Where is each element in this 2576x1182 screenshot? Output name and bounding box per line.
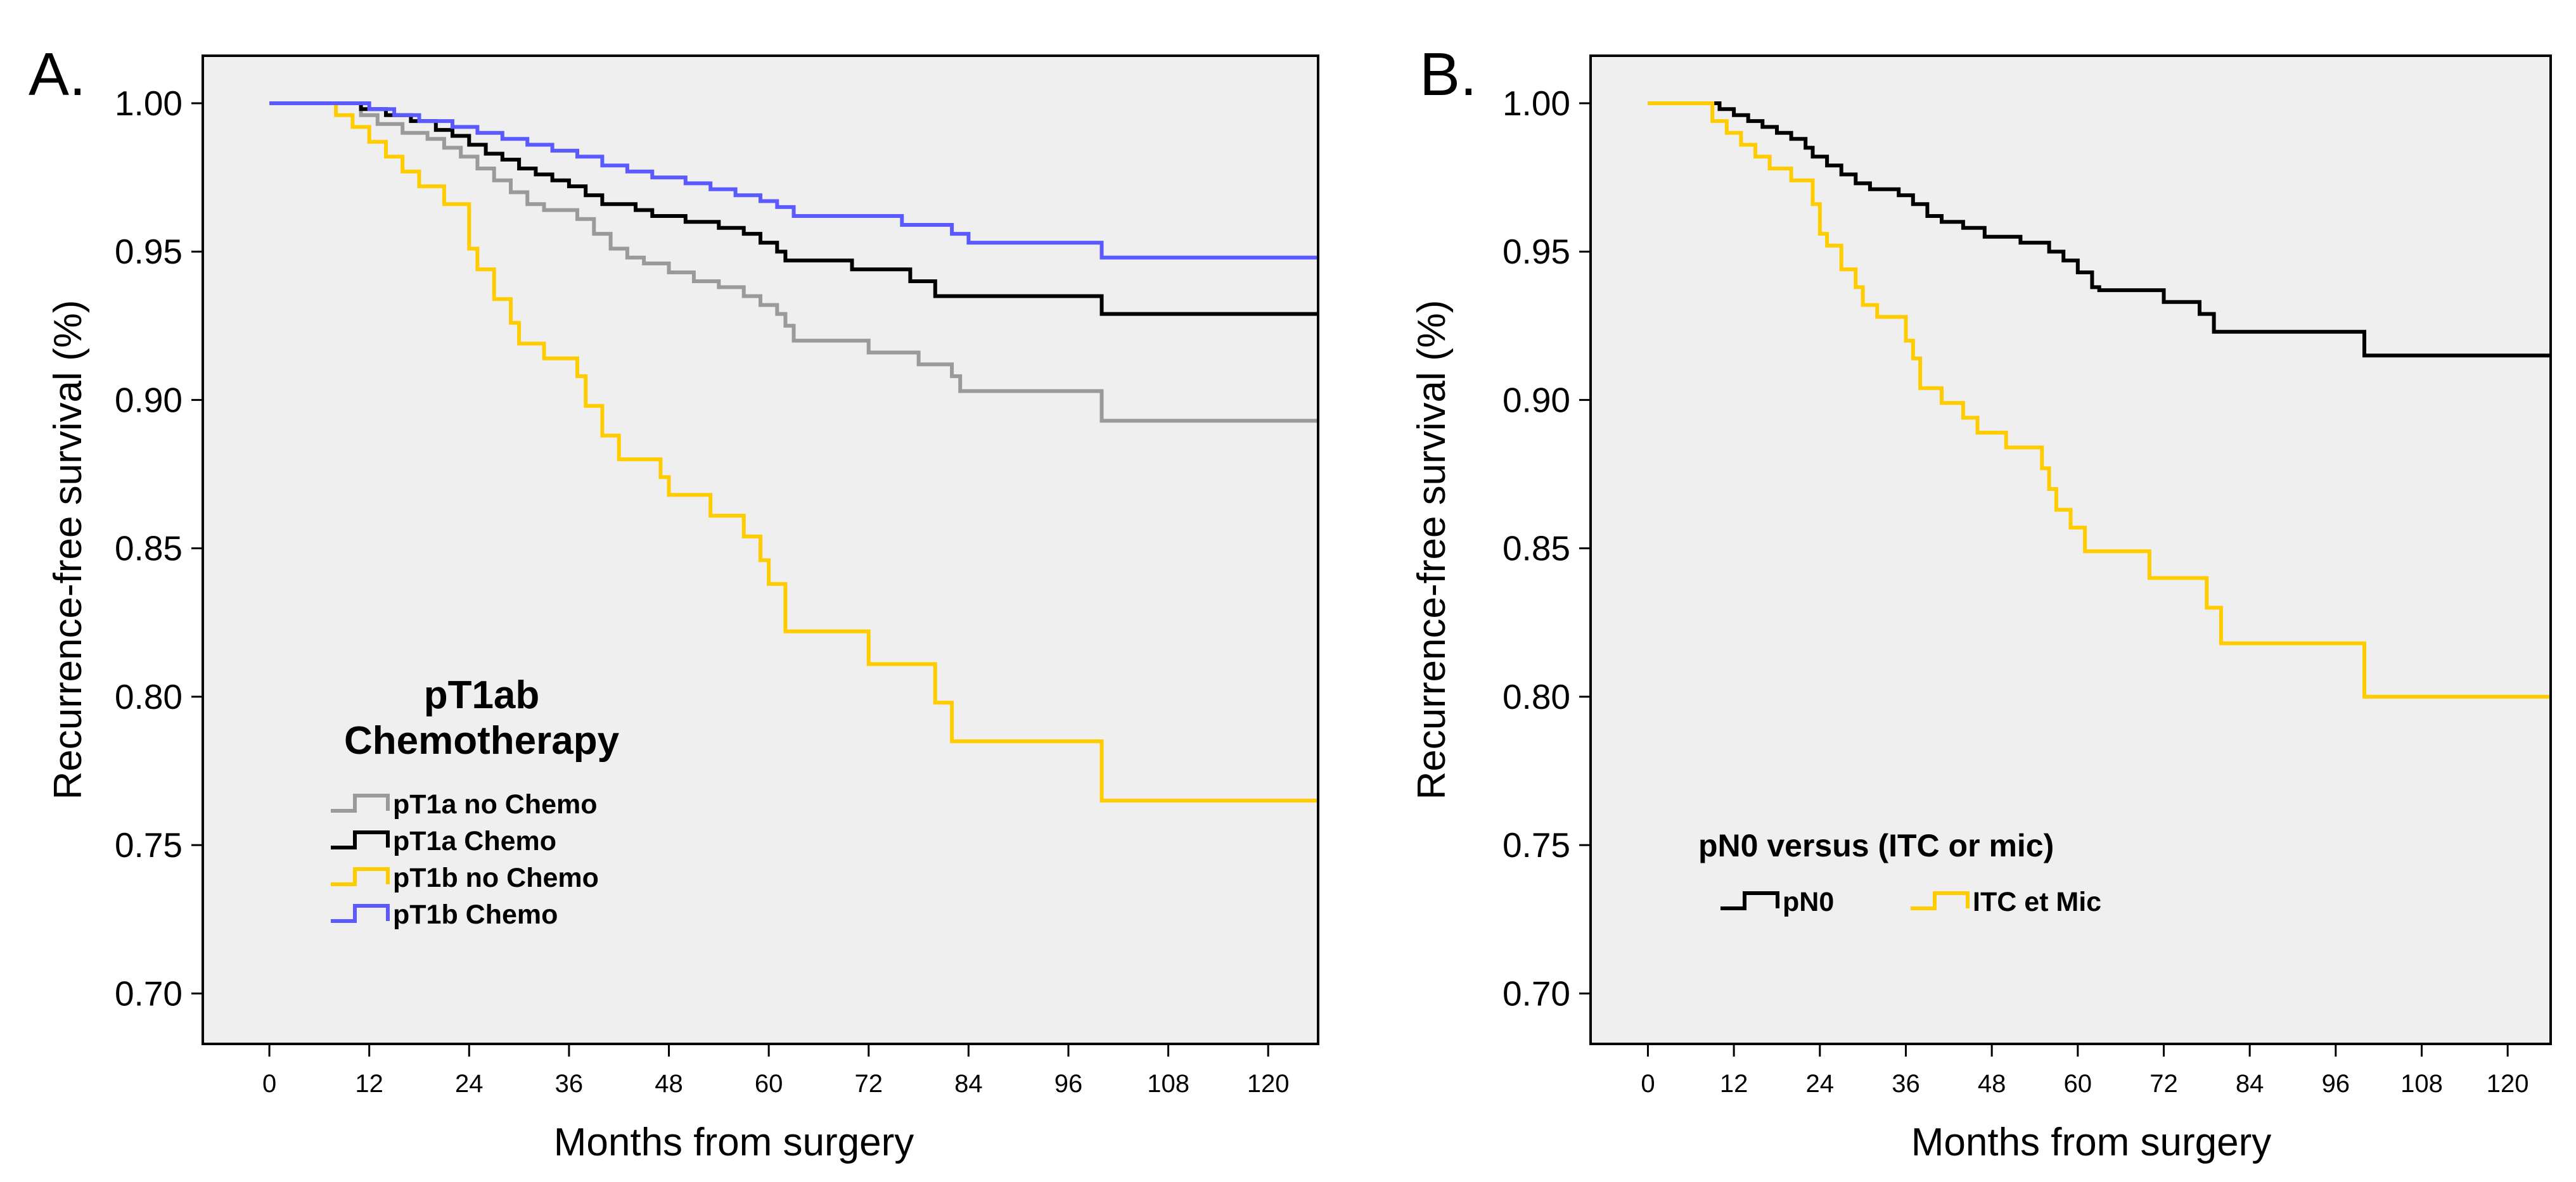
- legend-title-line-2-a: Chemotherapy: [344, 719, 620, 763]
- legend-b: pN0 versus (ITC or mic) pN0 ITC et Mic: [1698, 828, 2101, 917]
- legend-swatch-b-2: [1911, 891, 1970, 910]
- y-tick-label-b-1: 0.95: [1503, 232, 1570, 271]
- legend-swatch-a-3: [331, 867, 390, 886]
- x-tick-label-b-5: 60: [2064, 1070, 2092, 1098]
- legend-label-b-2: ITC et Mic: [1973, 887, 2101, 917]
- series-line-b-2: [1648, 101, 2551, 699]
- y-tick-label-a-6: 0.70: [115, 974, 183, 1013]
- x-tick-label-a-8: 96: [1054, 1070, 1083, 1098]
- x-tick-label-b-3: 36: [1892, 1070, 1920, 1098]
- legend-swatch-b-1: [1721, 891, 1779, 910]
- x-tick-label-a-6: 72: [854, 1070, 883, 1098]
- y-tick-label-a-0: 1.00: [115, 84, 183, 123]
- legend-a: pT1ab Chemotherapy pT1a no Chemo pT1a Che…: [331, 673, 620, 930]
- panel-label-a: A.: [29, 41, 86, 108]
- y-tick-label-b-0: 1.00: [1503, 84, 1570, 123]
- x-tick-label-b-9: 108: [2400, 1070, 2443, 1098]
- y-axis-ticks-b: 1.00 0.95 0.90 0.85 0.80 0.75 0.70: [1503, 84, 1591, 1013]
- legend-label-a-1: pT1a no Chemo: [393, 789, 598, 820]
- x-axis-title-a: Months from surgery: [554, 1121, 914, 1164]
- plot-area-b: [1591, 56, 2551, 1044]
- legend-label-a-4: pT1b Chemo: [393, 899, 558, 930]
- plot-frame-a: [202, 54, 1319, 1045]
- chart-panel-a: A. 1.00 0.95 0.90 0.85 0.80 0.75 0.70 0 12 24 36 4…: [29, 41, 1319, 1164]
- legend-swatch-a-1: [331, 794, 390, 813]
- x-tick-label-b-7: 84: [2236, 1070, 2264, 1098]
- y-axis-ticks-a: 1.00 0.95 0.90 0.85 0.80 0.75 0.70: [115, 84, 203, 1013]
- y-tick-label-a-3: 0.85: [115, 529, 183, 568]
- y-tick-label-a-1: 0.95: [115, 232, 183, 271]
- x-tick-label-a-5: 60: [755, 1070, 783, 1098]
- x-tick-label-a-0: 0: [262, 1070, 276, 1098]
- series-line-a-2: [269, 101, 1318, 316]
- legend-entries-b: pN0 ITC et Mic: [1721, 887, 2101, 917]
- y-tick-label-a-5: 0.75: [115, 825, 183, 865]
- x-tick-label-b-6: 72: [2150, 1070, 2178, 1098]
- x-tick-label-b-8: 96: [2322, 1070, 2350, 1098]
- y-tick-label-b-4: 0.80: [1503, 677, 1570, 716]
- legend-label-a-3: pT1b no Chemo: [393, 863, 599, 893]
- x-tick-label-a-3: 36: [555, 1070, 584, 1098]
- y-tick-label-a-2: 0.90: [115, 380, 183, 419]
- series-line-b-1: [1648, 101, 2551, 358]
- x-tick-label-b-2: 24: [1806, 1070, 1835, 1098]
- y-axis-title-a: Recurrence-free survival (%): [46, 300, 90, 800]
- series-line-a-4: [269, 101, 1318, 260]
- x-axis-ticks-b: 0 12 24 36 48 60 72 84 96 108 120: [1641, 1044, 2529, 1098]
- y-axis-title-b: Recurrence-free survival (%): [1410, 300, 1454, 800]
- x-tick-label-a-2: 24: [455, 1070, 484, 1098]
- legend-label-a-2: pT1a Chemo: [393, 826, 556, 856]
- x-tick-label-b-0: 0: [1641, 1070, 1655, 1098]
- legend-swatch-a-2: [331, 830, 390, 849]
- x-axis-ticks-a: 0 12 24 36 48 60 72 84 96 108 120: [262, 1044, 1290, 1098]
- x-tick-label-a-10: 120: [1247, 1070, 1290, 1098]
- legend-label-b-1: pN0: [1783, 887, 1834, 917]
- legend-swatch-a-4: [331, 904, 390, 923]
- x-tick-label-a-4: 48: [655, 1070, 683, 1098]
- x-tick-label-a-1: 12: [355, 1070, 383, 1098]
- y-tick-label-b-2: 0.90: [1503, 380, 1570, 419]
- legend-entries-a: pT1a no Chemo pT1a Chemo pT1b no Chemo pT1b…: [331, 789, 599, 930]
- y-tick-label-b-5: 0.75: [1503, 825, 1570, 865]
- plot-frame-b: [1589, 54, 2552, 1045]
- panel-label-b: B.: [1419, 41, 1477, 108]
- series-line-a-1: [269, 101, 1318, 423]
- x-tick-label-a-9: 108: [1147, 1070, 1189, 1098]
- y-tick-label-b-6: 0.70: [1503, 974, 1570, 1013]
- x-tick-label-b-10: 120: [2487, 1070, 2529, 1098]
- legend-title-b: pN0 versus (ITC or mic): [1698, 828, 2054, 863]
- series-layer-a: [269, 101, 1318, 803]
- y-tick-label-a-4: 0.80: [115, 677, 183, 716]
- x-tick-label-b-4: 48: [1978, 1070, 2006, 1098]
- x-tick-label-a-7: 84: [954, 1070, 983, 1098]
- x-axis-title-b: Months from surgery: [1911, 1121, 2272, 1164]
- series-layer-b: [1648, 101, 2551, 699]
- legend-title-line-1-a: pT1ab: [424, 673, 540, 717]
- series-line-a-3: [269, 101, 1318, 803]
- y-tick-label-b-3: 0.85: [1503, 529, 1570, 568]
- x-tick-label-b-1: 12: [1720, 1070, 1748, 1098]
- chart-panel-b: B. 1.00 0.95 0.90 0.85 0.80 0.75 0.70 0 12 24 36 4…: [1410, 41, 2552, 1164]
